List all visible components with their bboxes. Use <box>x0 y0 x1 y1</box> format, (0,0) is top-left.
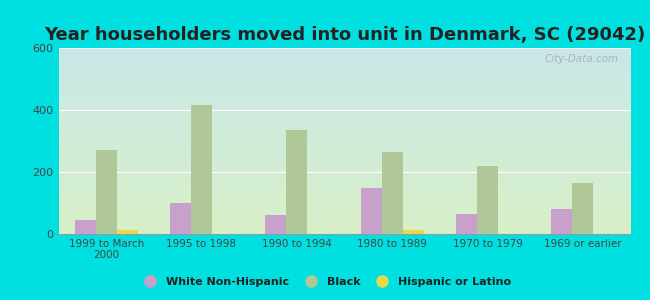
Bar <box>116 230 138 234</box>
Bar <box>456 214 477 234</box>
Legend: White Non-Hispanic, Black, Hispanic or Latino: White Non-Hispanic, Black, Hispanic or L… <box>135 273 515 291</box>
Bar <box>287 130 307 234</box>
Bar <box>573 183 593 234</box>
Bar <box>75 220 96 234</box>
Bar <box>265 215 287 234</box>
Bar <box>551 209 573 234</box>
Bar <box>170 203 191 234</box>
Bar <box>191 105 212 234</box>
Bar <box>382 152 402 234</box>
Text: City-Data.com: City-Data.com <box>545 54 619 64</box>
Bar <box>402 230 424 234</box>
Title: Year householders moved into unit in Denmark, SC (29042): Year householders moved into unit in Den… <box>44 26 645 44</box>
Bar <box>361 188 382 234</box>
Bar <box>96 150 116 234</box>
Bar <box>477 166 498 234</box>
